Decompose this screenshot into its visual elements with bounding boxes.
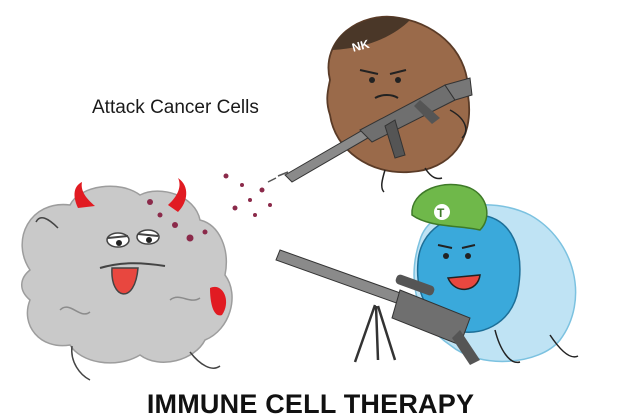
caption-attack-cancer-cells: Attack Cancer Cells: [92, 97, 259, 118]
cancer-cell-icon: [21, 178, 233, 381]
right-horn: [168, 178, 187, 212]
bullet-spray: [223, 171, 289, 217]
sniper-rifle-icon: [275, 249, 480, 365]
assault-rifle-icon: [284, 77, 473, 183]
left-horn: [74, 182, 95, 208]
page-title: IMMUNE CELL THERAPY: [146, 389, 475, 419]
t-helmet-label: T: [437, 206, 445, 220]
nk-cell-icon: NK: [326, 15, 470, 193]
nk-helmet-label: NK: [350, 37, 371, 55]
